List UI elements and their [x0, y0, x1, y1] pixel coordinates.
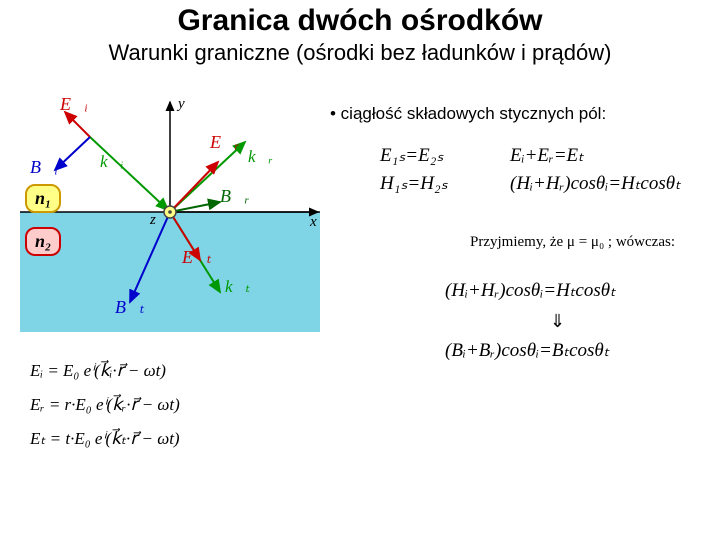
eq-H1s: H₁ₛ=H₂ₛ: [380, 172, 448, 195]
assumption-note: Przyjmiemy, że μ = μ₀ ; wówczas:: [470, 234, 675, 251]
eq-E1s: E₁ₛ=E₂ₛ: [380, 144, 443, 167]
vec-kt-label: k⃗ₜ: [225, 277, 250, 297]
axis-x-label: x: [310, 214, 317, 231]
vec-Et-label: E⃗ₜ: [182, 247, 211, 268]
medium-n2-label: n₂: [25, 227, 61, 256]
axis-z-label: z: [150, 212, 156, 229]
imply-arrow: ⇓: [550, 311, 565, 332]
page-subtitle: Warunki graniczne (ośrodki bez ładunków …: [0, 40, 720, 66]
vec-Er-label: E⃗ᵣ: [210, 132, 239, 153]
eq-BiBr: (Bᵢ+Bᵣ)cosθᵢ=Bₜcosθₜ: [445, 339, 609, 362]
continuity-bullet: • ciągłość składowych stycznych pól:: [330, 104, 606, 124]
vec-kr-label: k⃗ᵣ: [248, 147, 273, 167]
vec-ki-label: k⃗ᵢ: [100, 152, 123, 172]
medium-n1-label: n₁: [25, 184, 61, 213]
vec-Bt-label: B⃗ₜ: [115, 297, 144, 318]
vec-Br-label: B⃗ᵣ: [220, 186, 249, 207]
wave-eq-Er: Eᵣ = r·E₀ eⁱ(k⃗ᵣ·r⃗ − ωt): [30, 388, 180, 422]
boundary-diagram: y x z E⃗ᵢ B⃗ᵢ k⃗ᵢ E⃗ᵣ k⃗ᵣ B⃗ᵣ E⃗ₜ k⃗ₜ B⃗…: [20, 92, 320, 332]
vec-Bi-label: B⃗ᵢ: [30, 157, 58, 178]
wave-eq-Ei: Eᵢ = E₀ eⁱ(k⃗ᵢ·r⃗ − ωt): [30, 354, 180, 388]
wave-eq-Et: Eₜ = t·E₀ eⁱ(k⃗ₜ·r⃗ − ωt): [30, 422, 180, 456]
eq-HiHr: (Hᵢ+Hᵣ)cosθᵢ=Hₜcosθₜ: [510, 172, 681, 195]
vec-Ei-label: E⃗ᵢ: [60, 94, 88, 115]
axis-y-label: y: [178, 96, 185, 113]
eq-HiHr2: (Hᵢ+Hᵣ)cosθᵢ=Hₜcosθₜ: [445, 279, 616, 302]
page-title: Granica dwóch ośrodków: [0, 4, 720, 38]
wave-equations: Eᵢ = E₀ eⁱ(k⃗ᵢ·r⃗ − ωt) Eᵣ = r·E₀ eⁱ(k⃗ᵣ…: [30, 354, 180, 456]
eq-EiEr: Eᵢ+Eᵣ=Eₜ: [510, 144, 584, 167]
diagram-svg: [20, 92, 320, 332]
